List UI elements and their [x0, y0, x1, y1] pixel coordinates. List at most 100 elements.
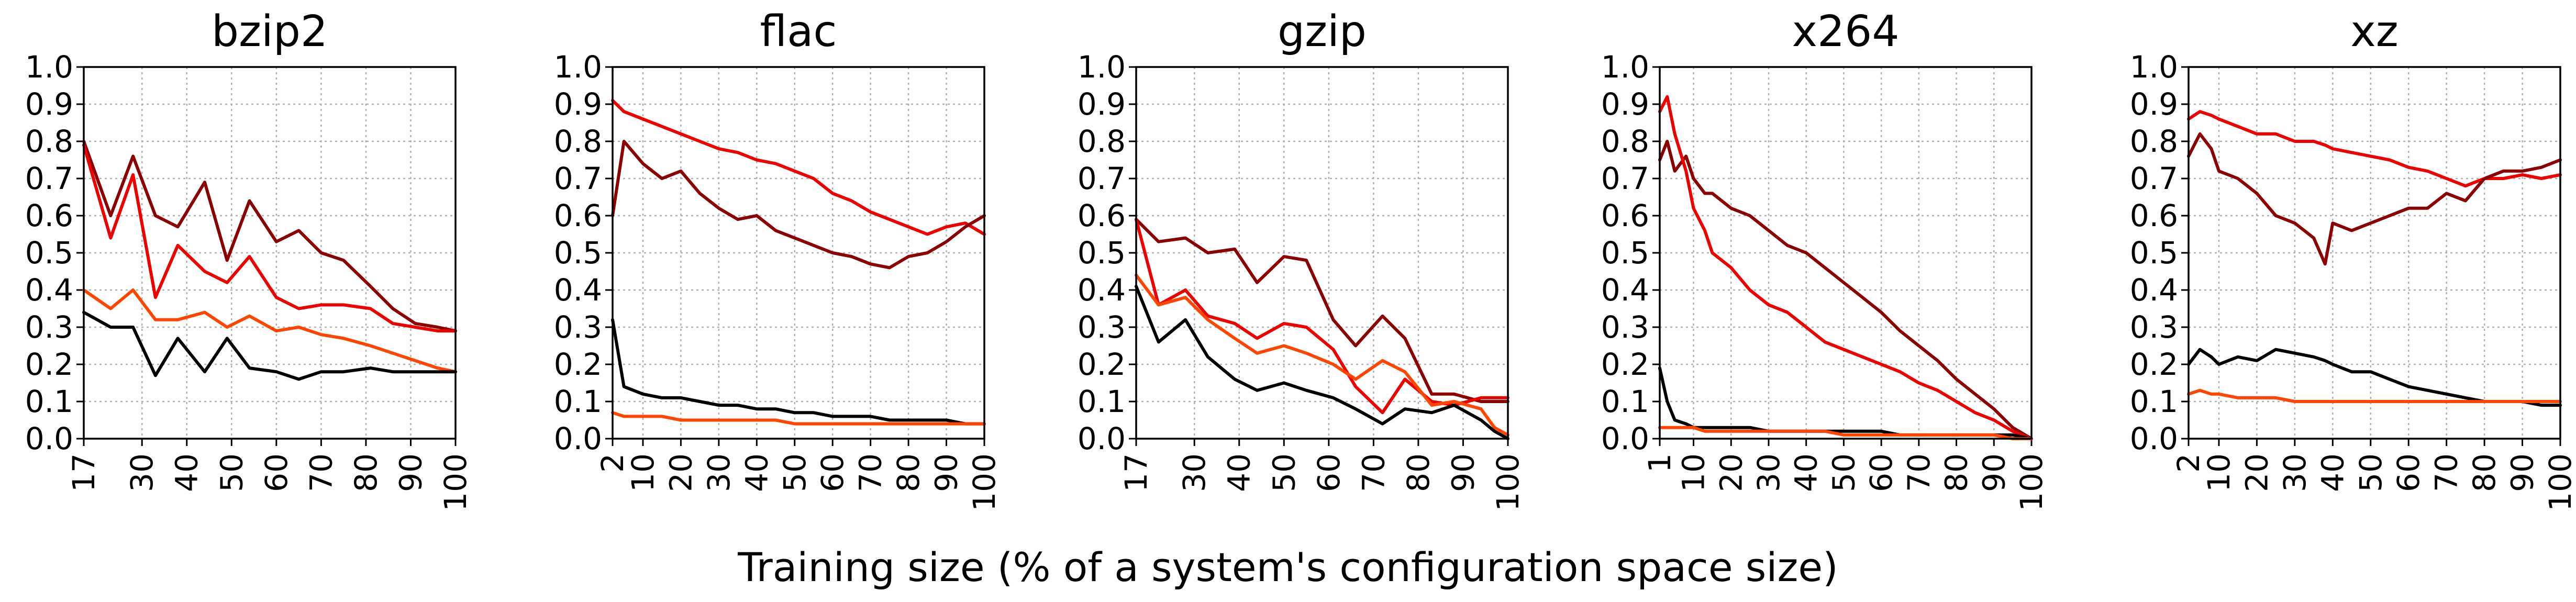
x-tick-label: 80 — [1939, 453, 1974, 492]
y-tick-label: 0.7 — [1601, 161, 1649, 196]
plot-frame — [2188, 66, 2561, 440]
series-line-black — [1135, 284, 1509, 440]
x-tick-label: 80 — [891, 453, 926, 492]
y-tick-label: 0.1 — [2130, 384, 2178, 419]
x-tick-label: 2 — [595, 453, 630, 473]
series-line-black — [611, 318, 986, 426]
series-line-red — [611, 98, 986, 236]
plot-frame — [1659, 66, 2033, 440]
x-tick-label: 10 — [625, 453, 661, 492]
y-tick-label: 0.2 — [1601, 347, 1649, 382]
x-tick-label: 80 — [1401, 453, 1436, 492]
y-tick-label: 1.0 — [554, 49, 602, 85]
y-tick-label: 0.4 — [1078, 272, 1126, 308]
y-tick-label: 0.8 — [1078, 124, 1126, 159]
x-tick-label: 60 — [1863, 453, 1899, 492]
series-line-dark-red — [82, 140, 457, 333]
x-tick-label: 50 — [2353, 453, 2389, 492]
y-tick-label: 0.3 — [2130, 309, 2178, 345]
y-tick-label: 0.4 — [2130, 272, 2178, 308]
x-tick-label: 90 — [1976, 453, 2012, 492]
x-tick-label: 100 — [1490, 453, 1526, 511]
x-tick-label: 40 — [2315, 453, 2350, 492]
x-tick-label: 2 — [2171, 453, 2206, 473]
y-tick-label: 0.6 — [25, 198, 73, 233]
y-tick-label: 0.0 — [554, 421, 602, 456]
x-tick-label: 20 — [1713, 453, 1749, 492]
y-tick-label: 0.6 — [554, 198, 602, 233]
y-tick-label: 0.9 — [1078, 86, 1126, 122]
chart-title: xz — [2350, 7, 2399, 57]
y-tick-label: 0.0 — [1078, 421, 1126, 456]
y-tick-label: 0.1 — [25, 384, 73, 419]
y-tick-label: 0.7 — [25, 161, 73, 196]
y-tick-label: 0.6 — [1078, 198, 1126, 233]
y-tick-label: 0.2 — [2130, 347, 2178, 382]
chart-title: x264 — [1792, 7, 1899, 57]
y-tick-label: 0.3 — [25, 309, 73, 345]
x-tick-label: 30 — [1176, 453, 1212, 492]
y-tick-label: 1.0 — [1078, 49, 1126, 85]
chart-xz: xz 0.00.10.20.30.40.50.60.70.80.91.0 210 20… — [2130, 7, 2576, 511]
y-tick-label: 0.4 — [1601, 272, 1649, 308]
series-line-orange-red — [611, 411, 986, 426]
y-tick-label: 0.9 — [1601, 86, 1649, 122]
x-tick-label: 40 — [739, 453, 774, 492]
series-line-dark-red — [2187, 132, 2562, 266]
chart-title: flac — [760, 7, 837, 57]
y-tick-label: 0.6 — [2130, 198, 2178, 233]
x-tick-label: 10 — [2201, 453, 2237, 492]
y-tick-label: 0.1 — [1601, 384, 1649, 419]
x-tick-label: 70 — [853, 453, 889, 492]
x-tick-label: 90 — [1445, 453, 1481, 492]
series-line-red — [1135, 218, 1509, 415]
x-tick-label: 30 — [2277, 453, 2313, 492]
series-line-dark-red — [611, 140, 986, 270]
series-line-orange-red — [1658, 426, 2033, 440]
series-line-red — [82, 143, 457, 333]
x-tick-label: 30 — [1751, 453, 1786, 492]
x-tick-label: 100 — [438, 453, 473, 511]
y-tick-label: 0.2 — [554, 347, 602, 382]
series-line-orange-red — [82, 288, 457, 374]
x-tick-label: 40 — [1222, 453, 1257, 492]
y-tick-label: 0.1 — [554, 384, 602, 419]
x-tick-label: 20 — [2239, 453, 2274, 492]
x-tick-label: 1 — [1642, 453, 1678, 473]
y-tick-label: 0.8 — [554, 124, 602, 159]
x-tick-label: 80 — [2467, 453, 2502, 492]
y-tick-label: 0.1 — [1078, 384, 1126, 419]
series-line-orange-red — [1135, 273, 1509, 437]
x-tick-label: 60 — [259, 453, 294, 492]
x-tick-label: 60 — [815, 453, 850, 492]
chart-x264: x2640.00.10.20.30.40.50.60.70.80.91.0110… — [1601, 7, 2049, 511]
y-tick-label: 0.0 — [2130, 421, 2178, 456]
y-tick-label: 0.3 — [554, 309, 602, 345]
x-tick-label: 30 — [701, 453, 737, 492]
x-tick-label: 90 — [929, 453, 964, 492]
series-line-black — [82, 310, 457, 381]
x-tick-label: 40 — [169, 453, 205, 492]
x-tick-label: 10 — [1676, 453, 1712, 492]
y-tick-label: 0.0 — [1601, 421, 1649, 456]
plot-frame — [1135, 66, 1509, 440]
x-tick-label: 17 — [1118, 453, 1154, 492]
chart-flac: flac0.00.10.20.30.40.50.60.70.80.91.0210… — [554, 7, 1002, 511]
y-tick-label: 0.7 — [1078, 161, 1126, 196]
x-tick-label: 40 — [1789, 453, 1824, 492]
x-tick-label: 100 — [2014, 453, 2049, 511]
y-tick-label: 0.2 — [1078, 347, 1126, 382]
x-tick-label: 17 — [66, 453, 102, 492]
series-line-dark-red — [1658, 140, 2033, 440]
x-tick-label: 100 — [2542, 453, 2576, 511]
x-tick-label: 50 — [1826, 453, 1861, 492]
y-tick-label: 0.9 — [554, 86, 602, 122]
y-tick-label: 0.3 — [1078, 309, 1126, 345]
x-tick-label: 50 — [777, 453, 813, 492]
y-tick-label: 0.9 — [25, 86, 73, 122]
y-tick-label: 0.5 — [1078, 235, 1126, 271]
y-tick-label: 0.4 — [554, 272, 602, 308]
x-tick-label: 30 — [124, 453, 160, 492]
x-tick-label: 90 — [2505, 453, 2540, 492]
